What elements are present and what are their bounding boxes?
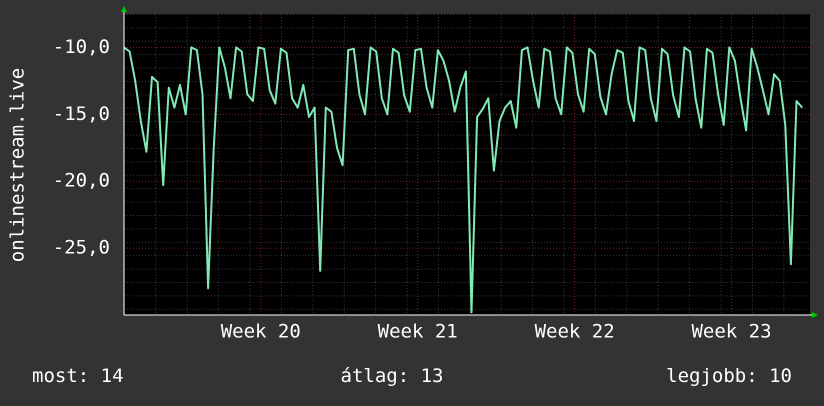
x-tick-label: Week 21 bbox=[378, 321, 458, 343]
x-tick-label: Week 20 bbox=[221, 321, 301, 343]
marks bbox=[123, 46, 803, 314]
y-tick-label: -15,0 bbox=[53, 103, 110, 125]
x-tick-label: Week 23 bbox=[691, 321, 771, 343]
y-axis-label: onlinestream.live bbox=[7, 68, 29, 262]
y-tick-label: -20,0 bbox=[53, 170, 110, 192]
footer-average: átlag: 13 bbox=[341, 365, 444, 387]
minor-grid bbox=[124, 14, 810, 315]
footer-best: legjobb: 10 bbox=[666, 365, 792, 387]
footer-current: most: 14 bbox=[32, 365, 124, 387]
y-tick-label: -10,0 bbox=[53, 36, 110, 58]
y-tick-label: -25,0 bbox=[53, 237, 110, 259]
y-axis-arrow bbox=[121, 6, 127, 12]
x-tick-label: Week 22 bbox=[535, 321, 615, 343]
series-line bbox=[123, 46, 803, 314]
x-axis-arrow bbox=[812, 312, 818, 318]
